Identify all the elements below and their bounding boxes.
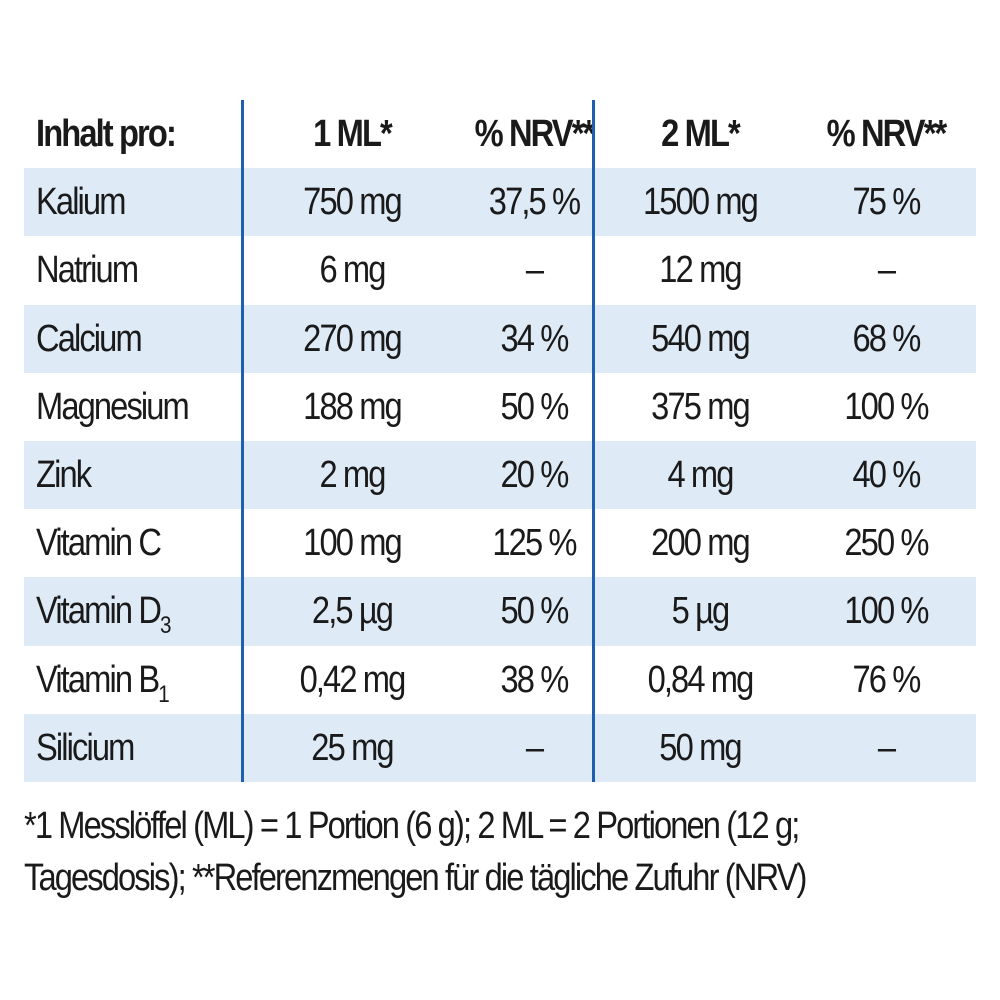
subscript: 1 <box>158 680 170 708</box>
amount-1ml: 100 mg <box>303 522 403 565</box>
footnote-line-2: Tagesdosis); **Referenzmengen für die tä… <box>24 857 807 899</box>
nutrient-name: Silicium <box>36 726 135 769</box>
table-row: Magnesium 188 mg 50 % 375 mg 100 % <box>24 373 976 441</box>
header-nrv-2ml: % NRV** <box>826 113 948 156</box>
amount-1ml: 0,42 mg <box>299 658 407 701</box>
nutrition-table: Inhalt pro: 1 ML* % NRV** 2 ML* % NRV** … <box>24 100 976 782</box>
nrv-1ml: 20 % <box>500 454 570 497</box>
nutrient-name: Kalium <box>36 181 126 224</box>
amount-1ml: 25 mg <box>311 726 394 769</box>
nrv-2ml: – <box>877 249 896 292</box>
nrv-2ml: – <box>877 726 896 769</box>
nrv-1ml: 37,5 % <box>488 181 581 224</box>
nrv-1ml: – <box>525 249 544 292</box>
amount-2ml: 1500 mg <box>643 181 759 224</box>
subscript: 3 <box>160 612 172 640</box>
nrv-2ml: 76 % <box>852 658 922 701</box>
nrv-1ml: 34 % <box>500 317 570 360</box>
header-2ml: 2 ML* <box>661 113 741 156</box>
amount-2ml: 4 mg <box>667 454 734 497</box>
header-nrv-1ml: % NRV** <box>474 113 596 156</box>
nutrient-name: Vitamin C <box>36 522 162 565</box>
amount-1ml: 2,5 µg <box>311 590 394 633</box>
table-row: Silicium 25 mg – 50 mg – <box>24 713 976 782</box>
amount-2ml: 540 mg <box>651 317 751 360</box>
nrv-2ml: 75 % <box>852 181 922 224</box>
table-header-row: Inhalt pro: 1 ML* % NRV** 2 ML* % NRV** <box>24 100 976 168</box>
nutrient-name: Calcium <box>36 317 143 360</box>
table-row: Vitamin C 100 mg 125 % 200 mg 250 % <box>24 509 976 577</box>
amount-1ml: 270 mg <box>303 317 403 360</box>
amount-1ml: 2 mg <box>319 454 386 497</box>
table-row: Vitamin B1 0,42 mg 38 % 0,84 mg 76 % <box>24 646 976 714</box>
nrv-1ml: 125 % <box>492 522 577 565</box>
amount-2ml: 375 mg <box>651 385 751 428</box>
footnote-line-1: *1 Messlöffel (ML) = 1 Portion (6 g); 2 … <box>24 805 800 847</box>
header-content-per: Inhalt pro: <box>36 113 177 156</box>
amount-2ml: 12 mg <box>659 249 742 292</box>
nutrient-name: Zink <box>36 454 92 497</box>
amount-2ml: 200 mg <box>651 522 751 565</box>
nrv-1ml: 50 % <box>500 590 570 633</box>
nrv-2ml: 100 % <box>844 385 929 428</box>
column-divider <box>241 100 244 782</box>
amount-1ml: 6 mg <box>319 249 386 292</box>
amount-2ml: 50 mg <box>659 726 742 769</box>
nutrient-name: Vitamin D3 <box>36 590 172 640</box>
amount-2ml: 0,84 mg <box>647 658 755 701</box>
footnote: *1 Messlöffel (ML) = 1 Portion (6 g); 2 … <box>24 800 970 904</box>
nrv-2ml: 100 % <box>844 590 929 633</box>
nrv-1ml: 50 % <box>500 385 570 428</box>
nrv-2ml: 68 % <box>852 317 922 360</box>
table-row: Natrium 6 mg – 12 mg – <box>24 236 976 304</box>
amount-1ml: 750 mg <box>303 181 403 224</box>
amount-2ml: 5 µg <box>671 590 731 633</box>
nrv-1ml: 38 % <box>500 658 570 701</box>
table-row: Vitamin D3 2,5 µg 50 % 5 µg 100 % <box>24 577 976 646</box>
nrv-2ml: 40 % <box>852 454 922 497</box>
amount-1ml: 188 mg <box>303 385 403 428</box>
nutrient-name: Natrium <box>36 249 139 292</box>
nutrient-name: Vitamin B1 <box>36 658 170 708</box>
nrv-2ml: 250 % <box>844 522 929 565</box>
nutrient-name: Magnesium <box>36 385 190 428</box>
header-1ml: 1 ML* <box>313 113 393 156</box>
nrv-1ml: – <box>525 726 544 769</box>
column-divider <box>592 100 595 782</box>
table-row: Calcium 270 mg 34 % 540 mg 68 % <box>24 304 976 373</box>
table-row: Kalium 750 mg 37,5 % 1500 mg 75 % <box>24 168 976 237</box>
table-row: Zink 2 mg 20 % 4 mg 40 % <box>24 440 976 510</box>
